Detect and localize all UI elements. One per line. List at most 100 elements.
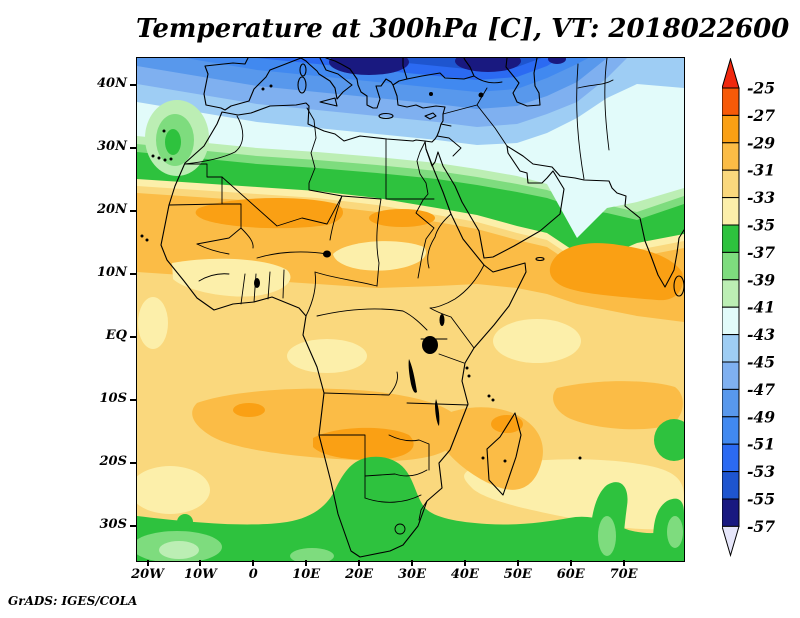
colorbar-over-arrow — [722, 58, 740, 89]
colorbar-under-arrow — [722, 525, 740, 558]
lakes-layer — [140, 84, 582, 463]
y-axis-tick — [130, 84, 136, 86]
y-axis-tick-label: EQ — [105, 328, 127, 343]
fill-patch — [667, 516, 683, 548]
fill-patch — [598, 516, 616, 556]
map-plot-frame — [136, 57, 685, 562]
colorbar-cell — [722, 87, 740, 116]
fill-patch — [333, 241, 427, 271]
y-axis-tick — [130, 525, 136, 527]
fill-patch — [287, 339, 367, 373]
lake-tanganyika — [408, 359, 417, 393]
fill-patch — [177, 514, 193, 530]
x-axis-tick-label: 60E — [556, 567, 585, 582]
x-axis-tick — [358, 560, 361, 566]
x-axis-tick — [569, 560, 572, 566]
cyprus-island — [424, 112, 437, 120]
fill-patch — [493, 319, 581, 363]
sardinia-island — [297, 76, 307, 94]
colorbar-label: -33 — [747, 188, 775, 207]
fill-patch — [172, 258, 291, 297]
lake-malawi — [435, 399, 440, 426]
colorbar-label: -25 — [747, 79, 775, 98]
arabia-india-coastline — [425, 145, 684, 288]
lake-volta — [254, 278, 260, 288]
x-axis-tick-label: 10E — [292, 567, 321, 582]
fill-patch — [290, 548, 334, 561]
africa-coastline — [160, 102, 527, 558]
y-axis-tick-label: 10N — [97, 265, 127, 280]
temperature-fill-layer — [137, 58, 684, 561]
geography-layer — [160, 58, 684, 558]
caspian-coastline — [505, 58, 541, 107]
colorbar-label: -43 — [747, 325, 775, 344]
y-axis-tick-label: 20S — [99, 454, 127, 469]
colorbar-cell — [722, 361, 740, 390]
y-axis-tick — [130, 273, 136, 275]
fill-patch — [137, 466, 210, 514]
x-axis-tick-label: 10W — [184, 567, 217, 582]
y-axis-tick — [130, 336, 136, 338]
colorbar-label: -31 — [747, 161, 775, 180]
x-axis-tick-label: 30E — [398, 567, 426, 582]
colorbar-cell — [722, 251, 740, 281]
fill-patch — [313, 427, 414, 460]
colorbar: -25 -27 -29 -31 -33 -35 -37 -39 -41 -43 -45 -47 -49 -… — [722, 58, 775, 558]
colorbar-label: -39 — [747, 270, 775, 289]
fill-patch — [159, 541, 199, 559]
lake-turkana — [439, 314, 445, 326]
madagascar-coastline — [486, 412, 522, 496]
colorbar-cell — [722, 114, 740, 144]
fill-patch — [491, 415, 523, 433]
x-axis-tick-label: 0 — [248, 567, 258, 582]
x-axis-tick — [411, 560, 413, 566]
colorbar-cell — [722, 306, 740, 336]
fill-patch — [549, 243, 683, 301]
x-axis-tick-label: 40E — [450, 567, 479, 582]
x-axis-tick — [516, 560, 519, 566]
colorbar-label: -51 — [747, 435, 775, 454]
colorbar-cell — [722, 224, 740, 253]
x-axis-tick — [622, 560, 625, 566]
fill-patch — [553, 381, 683, 430]
x-axis-tick-label: 70E — [609, 567, 638, 582]
balkans-blacksea-coastline — [325, 58, 475, 109]
colorbar-cell — [722, 197, 740, 226]
footer-credit: GrADS: IGES/COLA — [8, 594, 138, 608]
x-axis-tick — [199, 560, 202, 566]
x-axis-tick — [146, 560, 149, 566]
fill-patch — [233, 403, 265, 417]
y-axis-tick — [130, 399, 136, 401]
y-axis-tick — [130, 462, 136, 464]
fill-patch — [138, 297, 168, 349]
lake-chad — [323, 250, 331, 258]
chart-title: Temperature at 300hPa [C], VT: 201802260… — [136, 14, 790, 44]
y-axis-tick-label: 20N — [97, 202, 127, 217]
fill-cold-core — [455, 58, 521, 72]
colorbar-label: -35 — [747, 216, 775, 235]
y-axis-tick-label: 30N — [97, 139, 127, 154]
lake-victoria — [422, 336, 438, 354]
colorbar-cell — [722, 334, 740, 363]
colorbar-cell — [722, 416, 740, 445]
colorbar-cell — [722, 498, 740, 527]
map-plot — [137, 58, 684, 561]
colorbar-cell — [722, 279, 740, 308]
fill-cold-core — [548, 58, 566, 64]
fill-patch — [195, 198, 343, 229]
colorbar-cell — [722, 443, 740, 473]
colorbar-label: -57 — [747, 517, 775, 536]
y-axis-tick-label: 40N — [97, 76, 127, 91]
fill-cold-core — [329, 58, 409, 75]
colorbar-label: -37 — [747, 243, 775, 262]
sicily-island — [319, 97, 338, 107]
corsica-island — [299, 63, 307, 77]
iberia-coastline — [203, 58, 302, 111]
fill-patch — [165, 129, 181, 155]
x-axis-tick — [305, 560, 308, 566]
colorbar-cell — [722, 471, 740, 500]
italy-coastline — [300, 58, 353, 100]
country-borders-layer — [168, 58, 614, 535]
colorbar-label: -41 — [747, 298, 775, 317]
colorbar-cell — [722, 142, 740, 171]
